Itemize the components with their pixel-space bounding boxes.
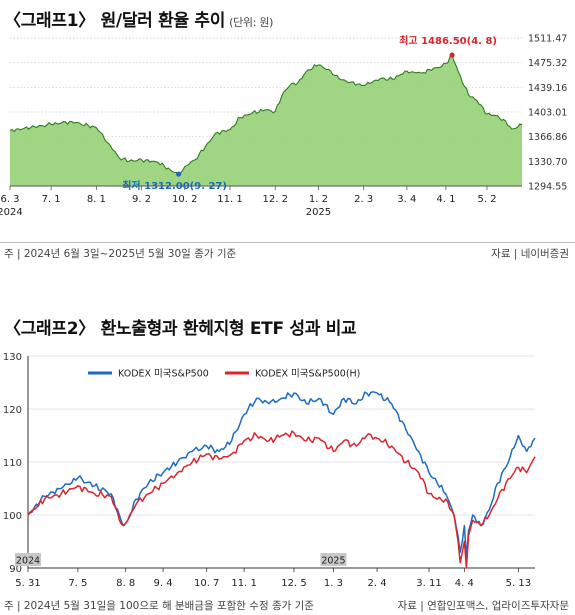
y-tick-label: 1366.86 bbox=[528, 132, 567, 143]
series-kodex-sp500-hedged-legend-label: KODEX 미국S&P500(H) bbox=[255, 369, 360, 380]
x-tick-label: 11. 1 bbox=[231, 578, 256, 589]
x-tick-label: 9. 2 bbox=[132, 194, 151, 205]
series-kodex-sp500-line bbox=[27, 391, 536, 559]
x-tick-label: 1. 2 bbox=[309, 194, 328, 205]
x-tick-label: 7. 5 bbox=[68, 578, 87, 589]
x-tick-label: 5. 31 bbox=[15, 578, 40, 589]
year-label: 2024 bbox=[0, 207, 23, 218]
min-marker bbox=[176, 171, 182, 177]
chart1-title-text: 〈그래프1〉 원/달러 환율 추이 bbox=[4, 11, 226, 31]
year-tag bbox=[15, 553, 41, 566]
max-marker bbox=[449, 52, 455, 58]
x-tick-label: 2. 4 bbox=[368, 578, 387, 589]
x-tick-label: 1. 3 bbox=[324, 578, 343, 589]
x-tick-label: 6. 3 bbox=[0, 194, 19, 205]
x-tick-label: 11. 1 bbox=[217, 194, 242, 205]
y-tick-label: 1439.16 bbox=[528, 83, 567, 94]
x-tick-label: 4. 4 bbox=[455, 578, 474, 589]
y-tick-label: 1294.55 bbox=[528, 182, 567, 193]
y-tick-label: 1330.70 bbox=[528, 157, 567, 168]
y-tick-label: 120 bbox=[3, 405, 22, 416]
year-label: 2024 bbox=[16, 556, 40, 567]
chart2-note: 주 | 2024년 5월 31일을 100으로 해 분배금을 포함한 수정 종가… bbox=[4, 600, 314, 612]
chart2-source: 자료 | 연합인포맥스, 업라이즈투자자문 bbox=[397, 600, 569, 612]
x-tick-label: 4. 1 bbox=[436, 194, 455, 205]
exchange-rate-chart: 1294.55 1330.70 1366.86 1403.01 1439.16 1475.… bbox=[0, 34, 567, 219]
chart2-title-text: 〈그래프2〉 환노출형과 환헤지형 ETF 성과 비교 bbox=[4, 319, 357, 339]
y-tick-label: 1403.01 bbox=[528, 108, 567, 119]
min-annotation: 최저 1312.00(9. 27) bbox=[122, 179, 227, 192]
chart2-title: 〈그래프2〉 환노출형과 환헤지형 ETF 성과 비교 bbox=[4, 314, 357, 339]
y-tick-label: 130 bbox=[3, 352, 22, 363]
x-tick-label: 10. 2 bbox=[172, 194, 197, 205]
x-tick-label: 12. 5 bbox=[281, 578, 306, 589]
y-tick-label: 90 bbox=[9, 564, 22, 575]
series-kodex-sp500-legend-label: KODEX 미국S&P500 bbox=[118, 369, 209, 380]
year-tag bbox=[320, 553, 347, 566]
x-tick-label: 3. 11 bbox=[416, 578, 441, 589]
x-tick-label: 2. 3 bbox=[354, 194, 373, 205]
etf-performance-chart: 90 100 110 120 130 KODEX 미국S&P500 KODEX 미국S&P5… bbox=[3, 352, 536, 589]
x-tick-label: 12. 2 bbox=[263, 194, 288, 205]
x-tick-label: 5. 13 bbox=[506, 578, 531, 589]
y-tick-label: 100 bbox=[3, 511, 22, 522]
x-tick-label: 9. 4 bbox=[154, 578, 173, 589]
x-tick-label: 8. 8 bbox=[116, 578, 135, 589]
max-annotation: 최고 1486.50(4. 8) bbox=[399, 34, 497, 47]
y-tick-label: 1511.47 bbox=[528, 34, 567, 45]
x-tick-label: 8. 1 bbox=[87, 194, 106, 205]
x-tick-label: 10. 7 bbox=[194, 578, 219, 589]
rate-area bbox=[10, 55, 522, 186]
y-tick-label: 1475.32 bbox=[528, 58, 567, 69]
chart1-note: 주 | 2024년 6월 3일~2025년 5월 30일 종가 기준 bbox=[4, 248, 237, 260]
series-kodex-sp500-hedged-line bbox=[27, 430, 536, 569]
y-tick-label: 110 bbox=[3, 458, 22, 469]
chart1-footer-rule bbox=[0, 242, 575, 243]
rate-line bbox=[9, 54, 523, 175]
year-label: 2025 bbox=[306, 207, 331, 218]
year-label: 2025 bbox=[321, 556, 345, 567]
x-tick-label: 7. 1 bbox=[42, 194, 61, 205]
chart1-unit: (단위: 원) bbox=[229, 16, 274, 29]
x-tick-label: 3. 4 bbox=[397, 194, 416, 205]
chart1-source: 자료 | 네이버증권 bbox=[491, 248, 569, 260]
chart1-title: 〈그래프1〉 원/달러 환율 추이 (단위: 원) bbox=[4, 6, 273, 31]
x-tick-label: 5. 2 bbox=[477, 194, 496, 205]
